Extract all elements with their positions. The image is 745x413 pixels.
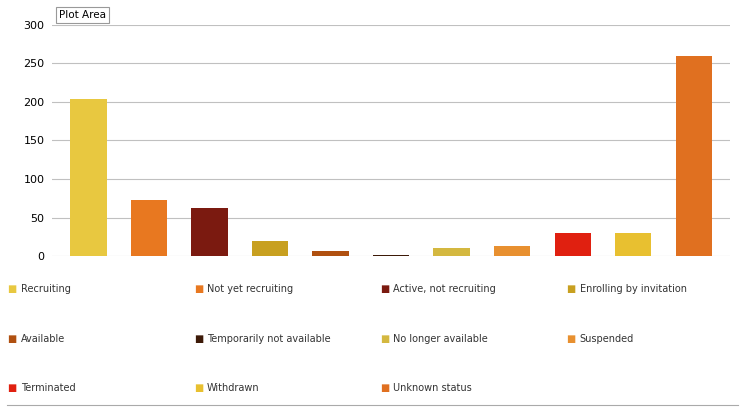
Text: ■: ■ xyxy=(566,284,575,294)
Bar xyxy=(191,208,228,256)
Text: ■: ■ xyxy=(194,383,203,393)
Bar xyxy=(70,99,107,256)
Text: ■: ■ xyxy=(7,284,16,294)
Bar xyxy=(252,241,288,256)
Bar xyxy=(554,233,591,256)
Bar xyxy=(131,200,167,256)
Text: Temporarily not available: Temporarily not available xyxy=(207,334,331,344)
Bar xyxy=(312,252,349,256)
Bar xyxy=(494,246,530,256)
Text: Terminated: Terminated xyxy=(21,383,75,393)
Text: Unknown status: Unknown status xyxy=(393,383,472,393)
Text: ■: ■ xyxy=(7,334,16,344)
Bar xyxy=(615,233,651,256)
Bar xyxy=(373,254,409,256)
Bar xyxy=(676,57,712,256)
Text: ■: ■ xyxy=(380,284,389,294)
Text: ■: ■ xyxy=(194,334,203,344)
Text: Suspended: Suspended xyxy=(580,334,634,344)
Text: No longer available: No longer available xyxy=(393,334,488,344)
Text: Available: Available xyxy=(21,334,65,344)
Text: ■: ■ xyxy=(194,284,203,294)
Text: Not yet recruiting: Not yet recruiting xyxy=(207,284,294,294)
Text: Active, not recruiting: Active, not recruiting xyxy=(393,284,496,294)
Text: ■: ■ xyxy=(380,383,389,393)
Text: Plot Area: Plot Area xyxy=(59,10,106,20)
Text: Enrolling by invitation: Enrolling by invitation xyxy=(580,284,687,294)
Text: Withdrawn: Withdrawn xyxy=(207,383,260,393)
Text: Recruiting: Recruiting xyxy=(21,284,71,294)
Text: ■: ■ xyxy=(566,334,575,344)
Text: ■: ■ xyxy=(380,334,389,344)
Bar xyxy=(434,247,470,256)
Text: ■: ■ xyxy=(7,383,16,393)
